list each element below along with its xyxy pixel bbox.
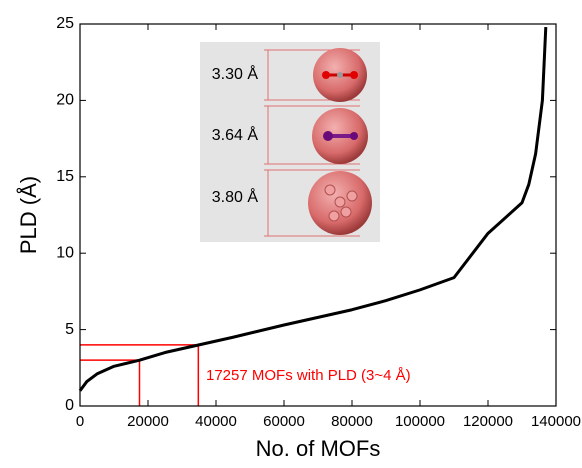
x-tick-label: 40000 — [195, 413, 237, 430]
inset-guides — [264, 49, 360, 237]
annotation: 17257 MOFs with PLD (3~4 Å) — [206, 367, 411, 384]
molecule — [323, 131, 358, 141]
y-tick-label: 25 — [56, 15, 74, 32]
y-tick-label: 10 — [56, 244, 74, 261]
inset-label: 3.80 Å — [212, 187, 259, 206]
x-tick-label: 120000 — [463, 413, 513, 430]
line — [78, 26, 548, 392]
y-tick-label: 5 — [65, 321, 74, 338]
y-tick-label: 20 — [56, 92, 74, 109]
molecule — [324, 184, 358, 222]
x-tick-label: 140000 — [531, 413, 581, 430]
y-axis-label: PLD (Å) — [16, 176, 41, 254]
x-tick-label: 0 — [76, 413, 84, 430]
x-tick-label: 100000 — [395, 413, 445, 430]
x-tick-label: 20000 — [127, 413, 169, 430]
y-tick-label: 0 — [65, 397, 74, 414]
x-tick-label: 80000 — [331, 413, 373, 430]
x-axis-label: No. of MOFs — [256, 436, 381, 461]
y-tick-label: 15 — [56, 168, 74, 185]
inset — [200, 42, 380, 242]
inset-label: 3.64 Å — [212, 125, 259, 144]
x-tick-label: 60000 — [263, 413, 305, 430]
inset-label: 3.30 Å — [212, 64, 259, 83]
plot-frame — [79, 23, 557, 407]
molecule — [322, 71, 358, 79]
